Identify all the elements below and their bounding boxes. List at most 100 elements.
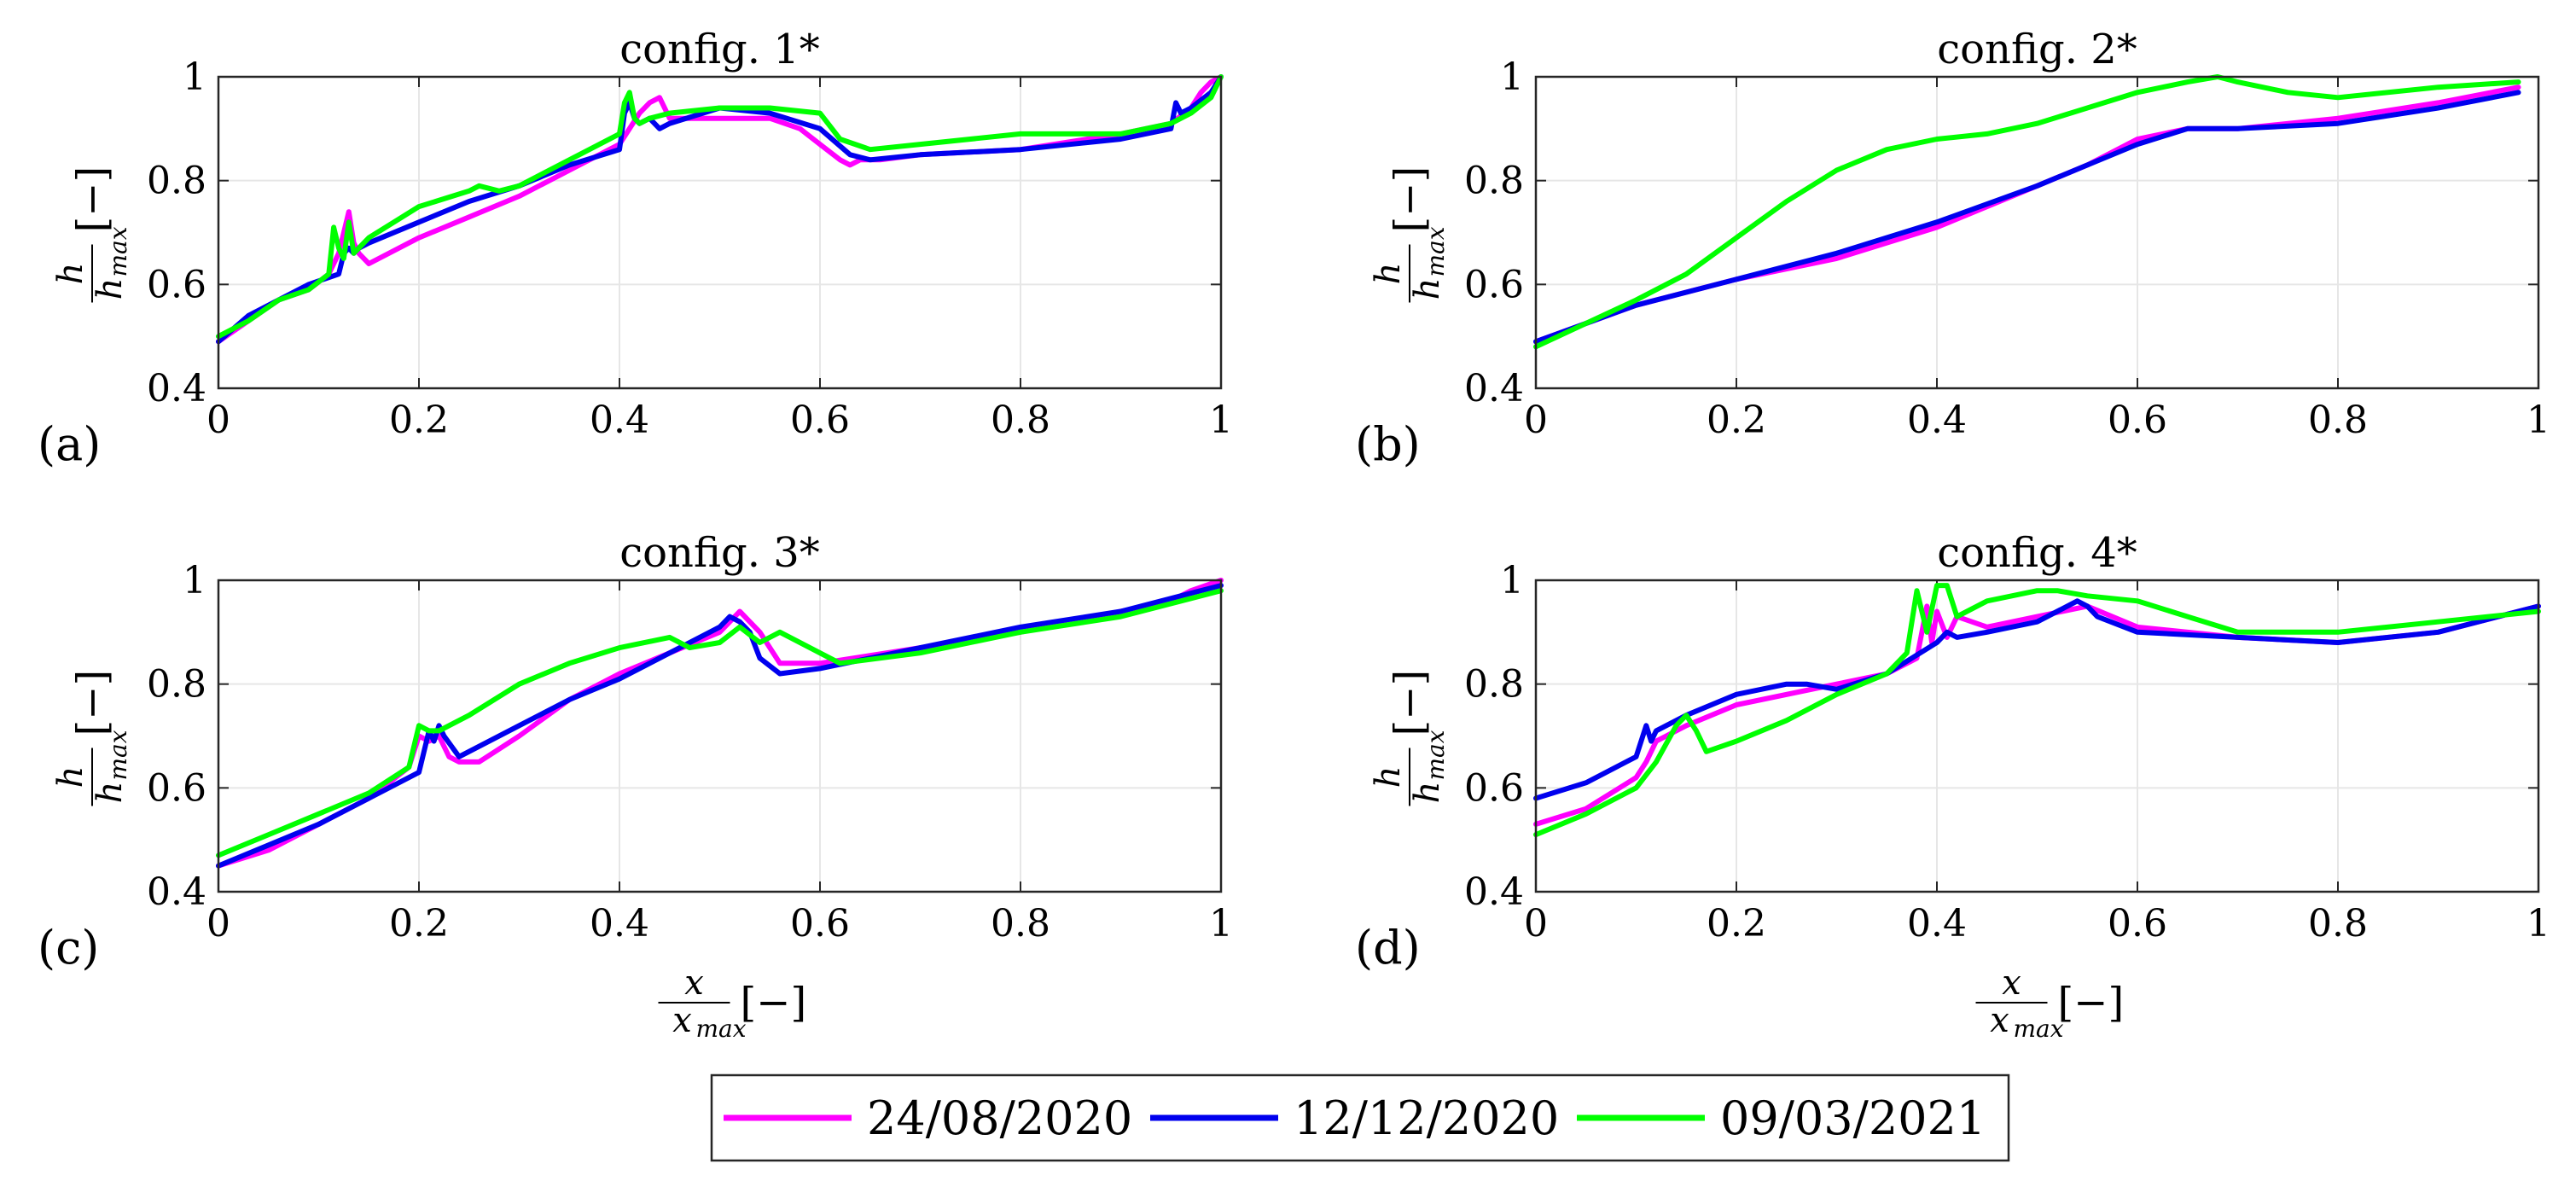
panel-b: 0 0.2 0.4 0.6 0.8 1 0.4 0.6 0.8 1 config. 2* (b) hhm…: [1355, 26, 2550, 471]
y-tick-label: 0.8: [147, 160, 206, 203]
y-tick-label: 0.6: [147, 766, 206, 810]
x-label-denominator: x: [1990, 1001, 2009, 1040]
axes-frame: [217, 75, 1223, 390]
series-line-09-03-2021: [1533, 74, 2521, 350]
x-tick-label: 0.8: [991, 902, 1050, 945]
x-label-unit: [−]: [741, 979, 807, 1027]
x-tick-label: 0: [206, 399, 230, 442]
x-label-subscript: max: [696, 1015, 747, 1043]
panel-title: config. 3*: [619, 529, 820, 577]
y-tick-label: 0.8: [1464, 160, 1524, 203]
series-line-09-03-2021: [216, 74, 1224, 340]
x-tick-label: 0.2: [1707, 902, 1766, 945]
x-label-subscript: max: [2014, 1015, 2064, 1043]
x-tick-label: 0.2: [1707, 399, 1766, 442]
plot-area: [218, 77, 1221, 388]
panel-letter: (b): [1355, 417, 1421, 471]
y-tick-label: 0.4: [1464, 367, 1524, 410]
y-label-subscript: max: [1422, 226, 1450, 276]
series-line-12-12-2020: [1533, 90, 2521, 345]
x-tick-label: 0.8: [2308, 399, 2368, 442]
y-tick-label: 0.4: [147, 870, 206, 914]
panel-letter: (a): [38, 417, 101, 471]
x-tick-label: 0.4: [590, 399, 649, 442]
axes-frame: [1534, 75, 2540, 390]
y-tick-label: 1: [1500, 559, 1524, 602]
x-tick-label: 0: [1524, 902, 1548, 945]
y-label-subscript: max: [1422, 730, 1450, 780]
x-tick-label: 0.6: [2108, 902, 2167, 945]
x-tick-label: 0.8: [991, 399, 1050, 442]
x-tick-label: 0.2: [389, 902, 449, 945]
series-line-09-03-2021: [1533, 583, 2541, 838]
x-tick-label: 1: [1209, 399, 1233, 442]
y-label-subscript: max: [104, 226, 132, 276]
x-tick-label: 0.6: [2108, 399, 2167, 442]
x-label-denominator: x: [672, 1001, 692, 1040]
plot-area: [1536, 77, 2538, 388]
y-tick-label: 0.4: [147, 367, 206, 410]
legend-label: 12/12/2020: [1294, 1091, 1559, 1145]
y-label-denominator: h: [90, 278, 130, 300]
x-label-numerator: x: [2002, 963, 2021, 1003]
x-tick-label: 0.4: [1907, 902, 1967, 945]
y-tick-label: 0.6: [147, 263, 206, 306]
y-label-numerator: h: [51, 766, 90, 788]
y-label-numerator: h: [1369, 766, 1408, 788]
y-label-numerator: h: [51, 263, 90, 285]
x-tick-label: 1: [2527, 399, 2550, 442]
series-line-12-12-2020: [1533, 598, 2541, 801]
x-axis-label: xx max[−]: [1975, 963, 2124, 1043]
y-label-numerator: h: [1369, 263, 1408, 285]
axes-frame: [1534, 579, 2540, 893]
panel-title: config. 2*: [1937, 26, 2137, 73]
x-tick-label: 1: [1209, 902, 1233, 945]
y-label-unit: [−]: [68, 166, 116, 233]
x-label-numerator: x: [684, 963, 704, 1003]
y-tick-label: 0.8: [1464, 663, 1524, 707]
y-label-unit: [−]: [1386, 670, 1433, 736]
panel-title: config. 4*: [1937, 529, 2137, 577]
series-line-12-12-2020: [216, 583, 1224, 869]
legend-entry: 24/08/2020: [724, 1091, 1132, 1145]
y-tick-label: 0.6: [1464, 263, 1524, 306]
legend-box: [710, 1073, 2010, 1162]
y-label-denominator: h: [90, 782, 130, 804]
legend-entry: 09/03/2021: [1577, 1091, 1986, 1145]
x-tick-label: 0.6: [790, 399, 850, 442]
y-label-subscript: max: [104, 730, 132, 780]
panel-letter: (c): [38, 921, 99, 974]
legend-entry: 12/12/2020: [1150, 1091, 1559, 1145]
x-tick-label: 0: [1524, 399, 1548, 442]
x-axis-label: xx max[−]: [658, 963, 807, 1043]
x-tick-label: 0.8: [2308, 902, 2368, 945]
y-label-unit: [−]: [1386, 166, 1433, 233]
x-tick-label: 0: [206, 902, 230, 945]
x-tick-label: 0.2: [389, 399, 449, 442]
legend-label: 09/03/2021: [1720, 1091, 1986, 1145]
y-tick-label: 0.6: [1464, 766, 1524, 810]
y-label-denominator: h: [1408, 278, 1447, 300]
series-line-09-03-2021: [216, 588, 1224, 858]
y-tick-label: 1: [1500, 55, 1524, 99]
panel-letter: (d): [1355, 921, 1421, 974]
y-tick-label: 0.4: [1464, 870, 1524, 914]
panel-a: 0 0.2 0.4 0.6 0.8 1 0.4 0.6 0.8 1 config. 1* (a) hhm…: [38, 26, 1233, 471]
y-tick-label: 0.8: [147, 663, 206, 707]
x-tick-label: 1: [2527, 902, 2550, 945]
axes-frame: [217, 579, 1223, 893]
legend: 24/08/2020 12/12/2020 09/03/2021: [710, 1073, 2010, 1162]
panel-title: config. 1*: [619, 26, 820, 73]
plot-area: [1536, 580, 2538, 892]
x-tick-label: 0.4: [590, 902, 649, 945]
y-label-denominator: h: [1408, 782, 1447, 804]
legend-label: 24/08/2020: [867, 1091, 1132, 1145]
